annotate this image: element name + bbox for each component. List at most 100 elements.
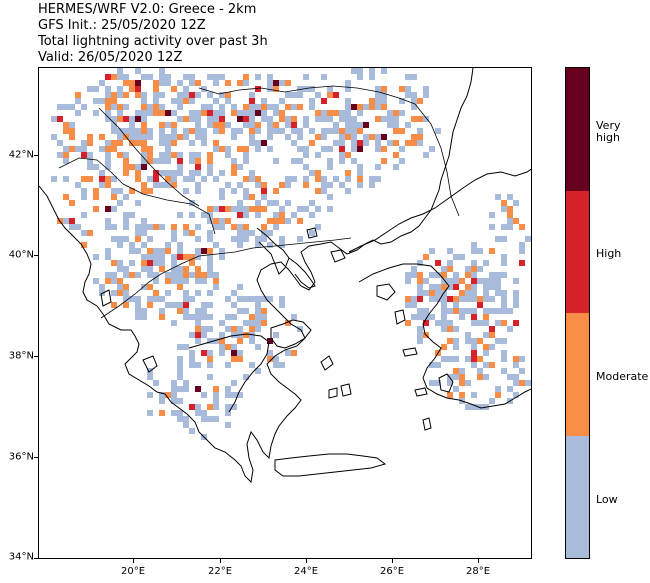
lightning-cell xyxy=(303,86,309,92)
lightning-cell xyxy=(495,236,501,242)
lightning-cell xyxy=(129,212,135,218)
lightning-cell xyxy=(117,188,123,194)
lightning-cell xyxy=(171,230,177,236)
lightning-cell xyxy=(117,152,123,158)
lightning-cell xyxy=(501,296,507,302)
lightning-cell xyxy=(219,320,225,326)
lightning-cell xyxy=(195,236,201,242)
lightning-cell xyxy=(213,218,219,224)
lightning-cell xyxy=(69,104,75,110)
lightning-cell xyxy=(381,134,387,140)
lightning-cell xyxy=(183,296,189,302)
lightning-cell xyxy=(447,374,453,380)
lightning-cell xyxy=(345,188,351,194)
lightning-cell xyxy=(225,344,231,350)
lightning-cell xyxy=(297,218,303,224)
lightning-cell xyxy=(489,224,495,230)
lightning-cell xyxy=(171,278,177,284)
lightning-cell xyxy=(411,104,417,110)
lightning-cell xyxy=(285,122,291,128)
lightning-cell xyxy=(81,104,87,110)
lightning-cell xyxy=(357,170,363,176)
lightning-cell xyxy=(285,350,291,356)
lightning-cell xyxy=(171,272,177,278)
lightning-cell xyxy=(183,230,189,236)
lightning-cell xyxy=(375,98,381,104)
lightning-cell xyxy=(471,338,477,344)
lightning-cell xyxy=(219,248,225,254)
lightning-cell xyxy=(183,98,189,104)
lightning-cell xyxy=(243,206,249,212)
lightning-cell xyxy=(81,230,87,236)
lightning-cell xyxy=(441,296,447,302)
lightning-cell xyxy=(177,248,183,254)
lightning-cell xyxy=(225,122,231,128)
lightning-cell xyxy=(219,224,225,230)
lightning-cell xyxy=(351,122,357,128)
lightning-cell xyxy=(339,182,345,188)
model-title: HERMES/WRF V2.0: Greece - 2km xyxy=(38,2,257,17)
lightning-cell xyxy=(117,266,123,272)
border-greece-north xyxy=(160,237,352,275)
lightning-cell xyxy=(147,146,153,152)
coastline-chios xyxy=(394,309,406,325)
lightning-cell xyxy=(195,338,201,344)
lightning-cell xyxy=(111,122,117,128)
lightning-cell xyxy=(207,218,213,224)
lightning-cell xyxy=(195,278,201,284)
lightning-cell xyxy=(123,152,129,158)
lightning-cell xyxy=(189,170,195,176)
lightning-cell xyxy=(345,128,351,134)
lightning-cell xyxy=(123,302,129,308)
lightning-cell xyxy=(147,374,153,380)
lightning-cell xyxy=(153,380,159,386)
lightning-cell xyxy=(159,140,165,146)
lightning-cell xyxy=(447,284,453,290)
lightning-cell xyxy=(399,98,405,104)
lightning-cell xyxy=(471,404,477,410)
lightning-cell xyxy=(459,314,465,320)
lightning-cell xyxy=(99,182,105,188)
lightning-cell xyxy=(231,158,237,164)
lightning-cell xyxy=(177,212,183,218)
lightning-cell xyxy=(423,320,429,326)
lightning-cell xyxy=(453,368,459,374)
lightning-cell xyxy=(321,116,327,122)
lightning-cell xyxy=(171,398,177,404)
lightning-cell xyxy=(225,206,231,212)
lightning-cell xyxy=(123,80,129,86)
lightning-cell xyxy=(291,176,297,182)
lightning-cell xyxy=(399,158,405,164)
lightning-cell xyxy=(441,344,447,350)
lightning-cell xyxy=(465,308,471,314)
legend-label-moderate: Moderate xyxy=(596,370,649,383)
lightning-cell xyxy=(441,308,447,314)
lightning-cell xyxy=(159,128,165,134)
lightning-cell xyxy=(363,122,369,128)
lightning-cell xyxy=(285,116,291,122)
lightning-cell xyxy=(141,158,147,164)
lightning-cell xyxy=(303,164,309,170)
lightning-cell xyxy=(111,92,117,98)
lightning-cell xyxy=(93,206,99,212)
lightning-cell xyxy=(255,122,261,128)
lightning-cell xyxy=(279,302,285,308)
lightning-cell xyxy=(459,392,465,398)
lightning-cell xyxy=(381,86,387,92)
lightning-cell xyxy=(255,236,261,242)
lightning-cell xyxy=(183,86,189,92)
lightning-cell xyxy=(237,164,243,170)
lightning-cell xyxy=(219,110,225,116)
lightning-cell xyxy=(177,278,183,284)
lon-tick-22 xyxy=(220,559,221,563)
lightning-cell xyxy=(447,338,453,344)
lightning-cell xyxy=(513,320,519,326)
lightning-cell xyxy=(231,380,237,386)
lightning-cell xyxy=(267,104,273,110)
lightning-cell xyxy=(219,218,225,224)
legend-swatch-high xyxy=(566,190,589,313)
lightning-cell xyxy=(177,104,183,110)
lightning-cell xyxy=(177,398,183,404)
lightning-cell xyxy=(339,158,345,164)
lightning-cell xyxy=(177,242,183,248)
